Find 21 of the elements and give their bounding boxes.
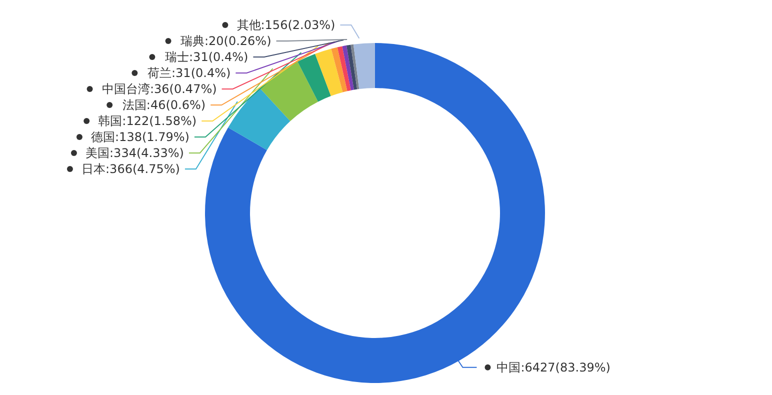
slice-label: 韩国:122(1.58%) (98, 114, 197, 128)
slice-label: 瑞士:31(0.4%) (165, 50, 248, 64)
slice-label: 中国台湾:36(0.47%) (102, 82, 217, 96)
donut-slice (298, 54, 331, 102)
slice-label: 日本:366(4.75%) (82, 162, 180, 176)
donut-slice (337, 46, 351, 92)
donut-slice (342, 45, 354, 90)
slice-label: 荷兰:31(0.4%) (148, 66, 231, 80)
slice-label: 其他:156(2.03%) (236, 18, 336, 32)
donut-slice (346, 44, 358, 90)
donut-slice (350, 44, 360, 90)
donut-slice (228, 88, 290, 150)
slice-label: 美国:334(4.33%) (86, 146, 184, 160)
donut-slice (331, 47, 348, 92)
donut-slice (353, 43, 375, 90)
slice-label: 中国:6427(83.39%) (496, 360, 610, 375)
donut-slice (315, 48, 343, 96)
slice-label: 法国:46(0.6%) (122, 98, 206, 112)
slice-label: 瑞典:20(0.26%) (180, 34, 272, 48)
donut-slice (260, 62, 318, 122)
slice-label: 德国:138(1.79%) (91, 130, 190, 144)
